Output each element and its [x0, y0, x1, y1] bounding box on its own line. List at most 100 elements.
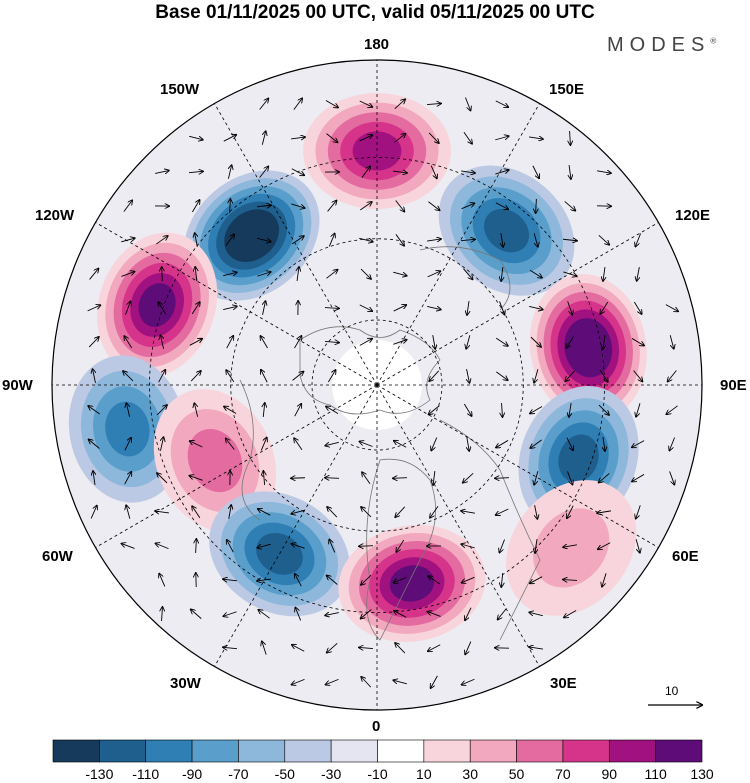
anomaly-contour: [232, 217, 271, 255]
wind-arrow: [328, 234, 334, 247]
wind-arrow: [362, 472, 371, 485]
wind-arrow: [93, 369, 96, 383]
colorbar-tick-label: -50: [274, 766, 295, 782]
wind-arrow: [428, 576, 441, 585]
wind-arrow: [529, 137, 543, 139]
anomaly-contour: [571, 327, 606, 369]
wind-arrow: [327, 201, 337, 212]
wind-arrow: [326, 270, 337, 279]
wind-arrow: [393, 478, 408, 479]
wind-arrow: [261, 370, 268, 383]
colorbar-swatch: [516, 739, 564, 763]
wind-arrow: [603, 267, 605, 281]
wind-arrow: [291, 478, 306, 479]
wind-arrow: [535, 539, 537, 553]
wind-arrow: [395, 234, 404, 245]
wind-arrow: [427, 239, 441, 241]
wind-arrow: [429, 370, 440, 381]
wind-arrow: [467, 301, 469, 315]
wind-arrow: [633, 370, 643, 382]
wind-arrow: [530, 439, 542, 448]
wind-arrow: [668, 370, 677, 382]
lon-label-150w: 150W: [160, 81, 200, 98]
colorbar-tick-label: 30: [462, 766, 478, 782]
wind-arrow: [226, 438, 235, 450]
wind-arrow: [295, 608, 302, 621]
wind-arrow: [361, 609, 372, 618]
wind-arrow: [294, 336, 302, 349]
lon-label-180: 180: [364, 36, 390, 53]
meridian-line: [95, 222, 378, 386]
wind-arrow: [257, 579, 271, 581]
wind-arrow: [394, 99, 405, 110]
wind-arrow: [257, 543, 271, 548]
wind-arrow: [467, 369, 470, 383]
wind-arrow: [189, 339, 202, 346]
wind-arrow: [502, 402, 503, 417]
wind-arrow: [291, 137, 305, 139]
anomaly-contour: [389, 565, 435, 602]
wind-arrow: [257, 237, 271, 241]
wind-arrow: [428, 132, 439, 143]
brand-name: MODES: [607, 34, 711, 56]
wind-arrow: [495, 202, 508, 210]
wind-arrow: [194, 403, 199, 417]
wind-arrow: [563, 545, 577, 547]
wind-arrow: [263, 301, 266, 315]
wind-arrow: [636, 403, 641, 416]
wind-arrow: [195, 267, 197, 282]
wind-arrow: [361, 507, 372, 518]
wind-arrow: [495, 478, 510, 479]
colorbar-tick-label: -70: [228, 766, 249, 782]
lon-label-30w: 30W: [170, 675, 201, 692]
latitude-circle: [311, 319, 443, 451]
lon-label-90w: 90W: [2, 377, 33, 394]
wind-arrow: [428, 201, 439, 211]
wind-arrow: [496, 440, 509, 447]
wind-arrow: [359, 100, 373, 107]
brand-logo: MODES®: [607, 34, 716, 57]
wind-arrow: [569, 165, 571, 179]
wind-arrow: [597, 171, 611, 173]
wind-arrow: [534, 471, 539, 485]
wind-arrow: [598, 542, 611, 550]
meridian-line: [376, 222, 659, 386]
wind-arrow: [359, 339, 372, 346]
wind-arrow: [533, 233, 538, 247]
meridian-line: [376, 384, 659, 548]
wind-arrow: [529, 306, 543, 309]
wind-arrow: [566, 437, 573, 451]
wind-arrow: [229, 505, 231, 519]
anomaly-center: [303, 93, 451, 209]
colorbar-swatch: [99, 739, 147, 763]
wind-arrow: [632, 440, 645, 448]
wind-arrow: [196, 539, 197, 554]
wind-arrow: [359, 135, 373, 142]
wind-arrow: [501, 266, 503, 281]
wind-arrow: [395, 200, 405, 211]
wind-arrow: [259, 99, 269, 110]
wind-arrow: [325, 613, 339, 616]
wind-arrow: [262, 641, 267, 655]
lon-label-60e: 60E: [672, 548, 699, 565]
wind-arrow: [603, 335, 605, 349]
wind-arrow: [635, 233, 642, 246]
wind-arrow: [294, 404, 302, 417]
wind-arrow: [465, 607, 472, 621]
wind-arrow: [536, 198, 537, 213]
wind-arrow: [162, 267, 163, 282]
wind-arrow: [291, 544, 305, 549]
wind-arrow: [89, 269, 99, 280]
wind-arrow: [359, 441, 373, 447]
anomaly-contour: [187, 428, 243, 493]
wind-arrow: [261, 131, 265, 145]
wind-arrow: [325, 100, 338, 107]
land-outline: [239, 246, 541, 641]
wind-arrow: [361, 166, 370, 178]
colorbar-swatch: [423, 739, 471, 763]
wind-arrow: [260, 336, 268, 349]
wind-arrow: [158, 302, 167, 315]
wind-arrow: [461, 203, 475, 210]
wind-arrow: [465, 641, 472, 655]
wind-arrow: [598, 234, 609, 244]
